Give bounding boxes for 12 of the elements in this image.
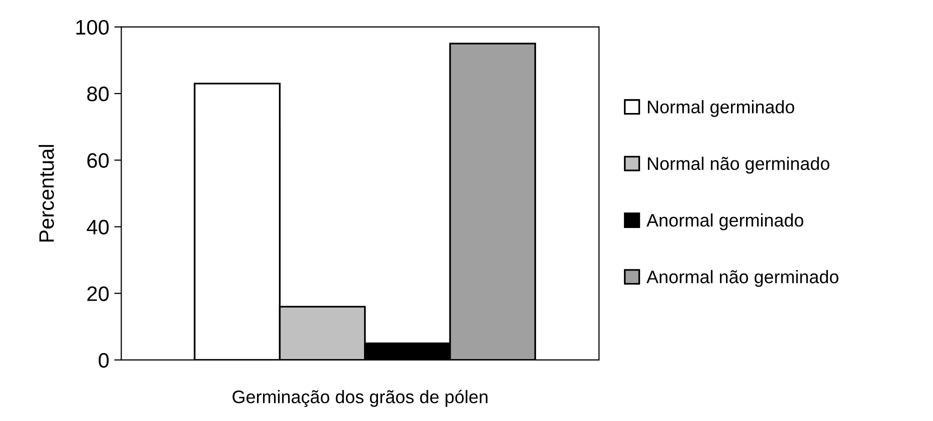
legend-label: Normal germinado bbox=[648, 100, 794, 117]
y-tick-label: 60 bbox=[87, 153, 109, 168]
legend-label: Normal não germinado bbox=[648, 156, 830, 174]
y-tick-label: 0 bbox=[98, 352, 109, 368]
legend-label: Anormal não germinado bbox=[646, 270, 838, 287]
y-tick-label: 20 bbox=[87, 286, 109, 302]
x-axis-title: Germinação dos grãos de pólen bbox=[232, 390, 488, 407]
y-tick-label: 40 bbox=[86, 220, 109, 235]
y-axis-title: Percentual bbox=[38, 145, 54, 242]
legend-label: Anormal germinado bbox=[646, 213, 804, 230]
y-tick-label: 80 bbox=[87, 86, 109, 102]
y-tick-label: 100 bbox=[76, 20, 109, 35]
